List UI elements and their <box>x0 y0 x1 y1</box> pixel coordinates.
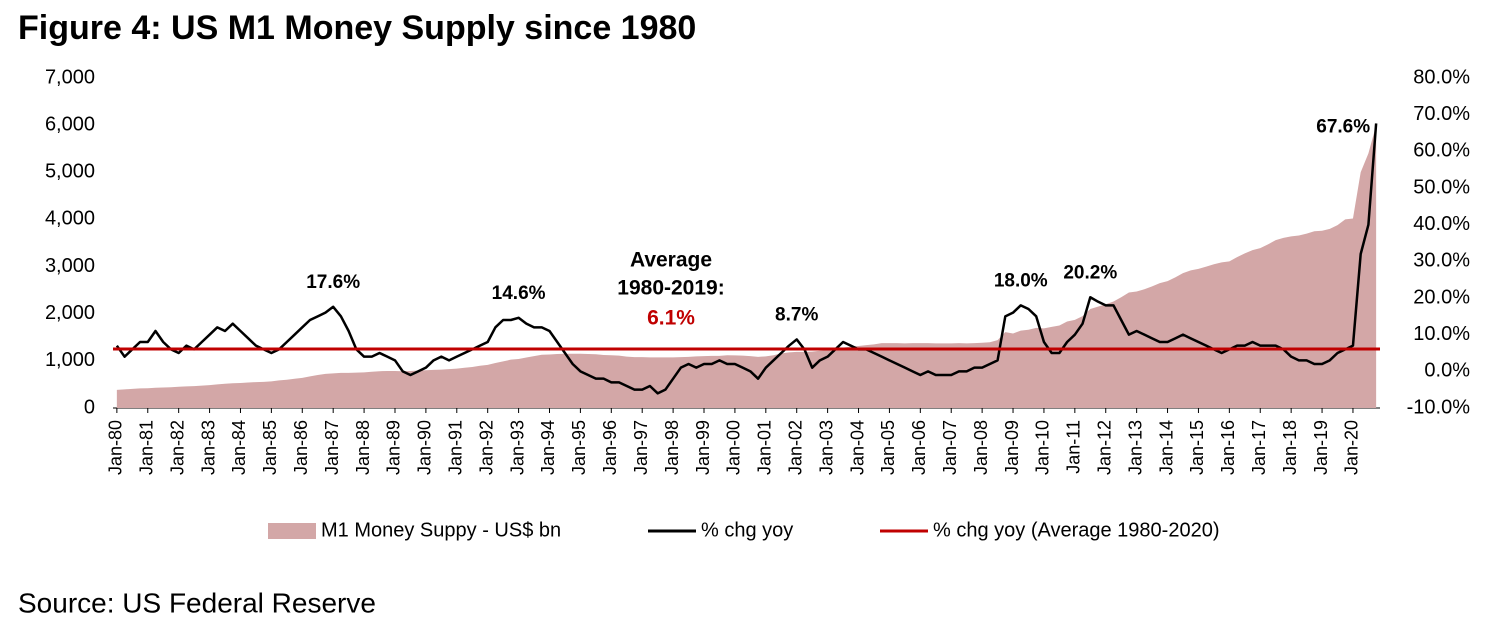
legend-label: % chg yoy <box>701 519 793 541</box>
x-tick-label: Jan-16 <box>1218 420 1238 475</box>
x-tick-label: Jan-03 <box>816 420 836 475</box>
x-tick-label: Jan-15 <box>1187 420 1207 475</box>
x-tick-label: Jan-82 <box>167 420 187 475</box>
x-tick-label: Jan-08 <box>971 420 991 475</box>
y-tick-label: 2,000 <box>45 302 95 324</box>
y2-tick-label: 0.0% <box>1424 360 1470 382</box>
x-tick-label: Jan-96 <box>600 420 620 475</box>
x-tick-label: Jan-98 <box>662 420 682 475</box>
x-tick-label: Jan-83 <box>198 420 218 475</box>
y2-tick-label: 80.0% <box>1413 66 1470 88</box>
x-tick-label: Jan-85 <box>260 420 280 475</box>
x-tick-label: Jan-19 <box>1311 420 1331 475</box>
average-label: 6.1% <box>647 307 695 330</box>
legend-label: % chg yoy (Average 1980-2020) <box>933 519 1219 541</box>
y2-tick-label: -10.0% <box>1407 396 1471 418</box>
x-tick-label: Jan-09 <box>1002 420 1022 475</box>
data-label: 17.6% <box>306 272 360 293</box>
data-label: 18.0% <box>994 270 1048 291</box>
x-tick-label: Jan-00 <box>724 420 744 475</box>
data-label: 14.6% <box>492 283 546 304</box>
y-tick-label: 1,000 <box>45 349 95 371</box>
source-note: Source: US Federal Reserve <box>18 587 376 618</box>
annotation: Average <box>630 249 712 272</box>
y-tick-label: 3,000 <box>45 255 95 277</box>
x-tick-label: Jan-88 <box>353 420 373 475</box>
y2-tick-label: 50.0% <box>1413 176 1470 198</box>
x-tick-label: Jan-20 <box>1342 420 1362 475</box>
x-tick-label: Jan-06 <box>909 420 929 475</box>
data-label: 67.6% <box>1316 116 1370 137</box>
x-tick-label: Jan-99 <box>693 420 713 475</box>
y2-tick-label: 30.0% <box>1413 250 1470 272</box>
x-tick-label: Jan-14 <box>1156 420 1176 475</box>
x-tick-label: Jan-92 <box>476 420 496 475</box>
x-tick-label: Jan-94 <box>538 420 558 475</box>
y-tick-label: 6,000 <box>45 113 95 135</box>
y-tick-label: 5,000 <box>45 161 95 183</box>
y2-tick-label: 40.0% <box>1413 213 1470 235</box>
x-tick-label: Jan-91 <box>446 420 466 475</box>
x-tick-label: Jan-05 <box>878 420 898 475</box>
x-tick-label: Jan-81 <box>137 420 157 475</box>
x-tick-label: Jan-97 <box>631 420 651 475</box>
y-tick-label: 0 <box>84 396 95 418</box>
y2-tick-label: 20.0% <box>1413 286 1470 308</box>
y2-tick-label: 70.0% <box>1413 103 1470 125</box>
x-tick-label: Jan-86 <box>291 420 311 475</box>
data-label: 8.7% <box>775 304 818 325</box>
x-tick-label: Jan-80 <box>106 420 126 475</box>
x-tick-label: Jan-10 <box>1033 420 1053 475</box>
x-tick-label: Jan-18 <box>1280 420 1300 475</box>
x-tick-label: Jan-87 <box>322 420 342 475</box>
x-tick-label: Jan-04 <box>847 420 867 475</box>
area <box>116 125 1377 409</box>
x-tick-label: Jan-11 <box>1064 420 1084 474</box>
x-tick-label: Jan-89 <box>384 420 404 475</box>
x-tick-label: Jan-93 <box>507 420 527 475</box>
y2-tick-label: 60.0% <box>1413 140 1470 162</box>
y2-tick-label: 10.0% <box>1413 323 1470 345</box>
x-tick-label: Jan-01 <box>755 420 775 475</box>
x-tick-label: Jan-95 <box>569 420 589 475</box>
x-tick-label: Jan-12 <box>1094 420 1114 475</box>
annotation: 1980-2019: <box>617 277 724 300</box>
x-tick-label: Jan-13 <box>1125 420 1145 475</box>
x-tick-label: Jan-84 <box>229 420 249 475</box>
data-label: 20.2% <box>1063 262 1117 283</box>
x-tick-label: Jan-07 <box>940 420 960 475</box>
x-tick-label: Jan-02 <box>785 420 805 475</box>
legend-swatch <box>268 523 316 539</box>
x-tick-label: Jan-90 <box>415 420 435 475</box>
y-tick-label: 7,000 <box>45 66 95 88</box>
chart-title: Figure 4: US M1 Money Supply since 1980 <box>18 9 696 47</box>
x-tick-label: Jan-17 <box>1249 420 1269 475</box>
line <box>115 123 1378 395</box>
legend-label: M1 Money Suppy - US$ bn <box>321 519 561 541</box>
y-tick-label: 4,000 <box>45 208 95 230</box>
